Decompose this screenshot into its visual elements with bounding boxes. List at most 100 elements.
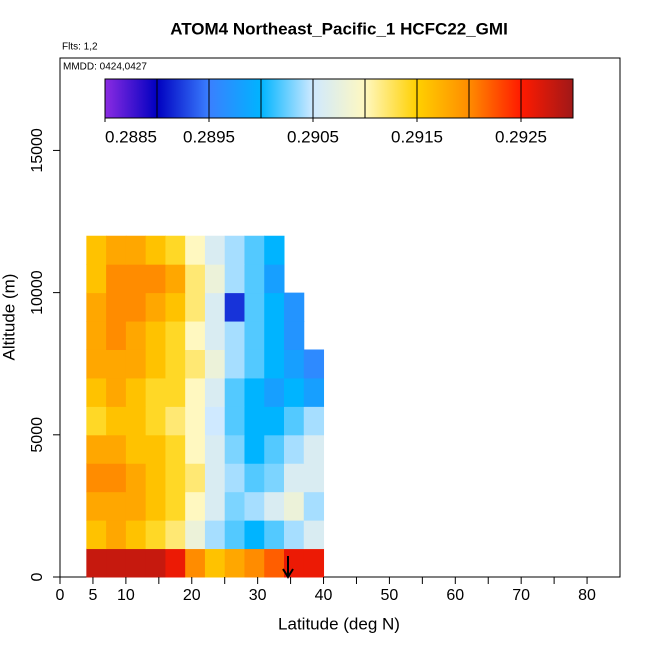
x-axis-label: Latitude (deg N): [278, 614, 400, 633]
heatmap-cell: [204, 235, 226, 265]
y-axis-label: Altitude (m): [0, 274, 18, 361]
heatmap-cell: [165, 491, 186, 521]
heatmap-cell: [264, 321, 285, 350]
heatmap-cell: [165, 292, 186, 322]
heatmap-cell: [244, 321, 265, 350]
heatmap-cell: [185, 406, 206, 436]
heatmap-cell: [125, 235, 147, 265]
heatmap-cell: [284, 406, 305, 436]
heatmap-cell: [106, 292, 127, 322]
x-tick-label: 0: [56, 587, 65, 604]
heatmap-cell: [224, 264, 245, 294]
heatmap-cell: [284, 491, 305, 521]
heatmap-cell: [204, 548, 226, 578]
heatmap-cell: [145, 406, 166, 436]
heatmap-cell: [106, 434, 127, 464]
heatmap-cell: [125, 321, 147, 350]
heatmap-cell: [125, 377, 147, 407]
x-tick-label: 80: [578, 587, 596, 604]
heatmap-cell: [303, 406, 325, 436]
heatmap-cell: [106, 520, 127, 550]
heatmap-cell: [204, 406, 226, 436]
x-tick-label: 70: [512, 587, 530, 604]
heatmap-cell: [145, 377, 166, 407]
heatmap-cell: [185, 349, 206, 379]
heatmap-cell: [303, 491, 325, 521]
heatmap-cell: [145, 548, 166, 578]
heatmap-cell: [86, 264, 107, 294]
heatmap-cell: [244, 292, 265, 322]
heatmap-cell: [165, 235, 186, 265]
heatmap-cell: [264, 264, 285, 294]
annotation: MMDD: 0424,0427: [63, 62, 147, 73]
heatmap-cell: [86, 491, 107, 521]
heatmap-cell: [86, 321, 107, 350]
heatmap-cell: [165, 434, 186, 464]
heatmap-cell: [224, 292, 245, 322]
heatmap-cell: [264, 377, 285, 407]
heatmap-cell: [244, 377, 265, 407]
heatmap-cell: [86, 548, 107, 578]
heatmap-cell: [185, 235, 206, 265]
heatmap-cell: [106, 264, 127, 294]
heatmap-cell: [185, 491, 206, 521]
colorbar: 0.2885 0.2895 0.2905 0.2915 0.2925: [104, 78, 574, 146]
plot-frame: [59, 57, 621, 578]
heatmap-cell: [86, 235, 107, 265]
heatmap-cell: [204, 434, 226, 464]
heatmap-cell: [125, 292, 147, 322]
heatmap-cell: [185, 321, 206, 350]
heatmap-cell: [86, 349, 107, 379]
heatmap-cell: [303, 463, 325, 493]
heatmap-cell: [224, 349, 245, 379]
x-tick-label: 20: [183, 587, 201, 604]
heatmap-cell: [185, 264, 206, 294]
heatmap-cell: [145, 235, 166, 265]
heatmap-cell: [204, 292, 226, 322]
flight-marker-arrow: [282, 556, 294, 579]
heatmap-cell: [224, 548, 245, 578]
heatmap-cell: [244, 520, 265, 550]
heatmap-cell: [165, 406, 186, 436]
heatmap-cell: [106, 463, 127, 493]
heatmap-cell: [145, 463, 166, 493]
heatmap-cell: [86, 292, 107, 322]
heatmap-cell: [264, 292, 285, 322]
heatmap-cell: [284, 292, 305, 322]
heatmap-cell: [224, 491, 245, 521]
heatmap-cell: [165, 548, 186, 578]
heatmap-cell: [204, 377, 226, 407]
heatmap-cell: [224, 377, 245, 407]
heatmap-cell: [145, 321, 166, 350]
colorbar-tick-label: 0.2885: [105, 127, 157, 146]
heatmap-cell: [204, 520, 226, 550]
heatmap-cell: [303, 548, 325, 578]
heatmap-cell: [106, 235, 127, 265]
heatmap-cell: [204, 463, 226, 493]
heatmap-cell: [284, 377, 305, 407]
heatmap-cell: [185, 548, 206, 578]
heatmap-cell: [145, 349, 166, 379]
heatmap-cell: [224, 434, 245, 464]
heatmap-cell: [125, 434, 147, 464]
heatmap-cell: [86, 377, 107, 407]
heatmap-cell: [165, 349, 186, 379]
heatmap-cell: [86, 434, 107, 464]
heatmap-cell: [244, 491, 265, 521]
x-tick-label: 10: [117, 587, 135, 604]
heatmap-cell: [165, 377, 186, 407]
heatmap-cell: [204, 491, 226, 521]
heatmap-cell: [185, 520, 206, 550]
heatmap-cell: [125, 463, 147, 493]
colorbar-tick-label: 0.2905: [287, 127, 339, 146]
heatmap-cell: [125, 520, 147, 550]
heatmap-cell: [125, 548, 147, 578]
heatmap-cell: [303, 520, 325, 550]
colorbar-tick-label: 0.2925: [495, 127, 547, 146]
heatmap-cell: [125, 491, 147, 521]
heatmap-cell: [165, 520, 186, 550]
y-tick-label: 10000: [29, 270, 46, 315]
x-tick-label: 50: [381, 587, 399, 604]
heatmap-cell: [204, 349, 226, 379]
